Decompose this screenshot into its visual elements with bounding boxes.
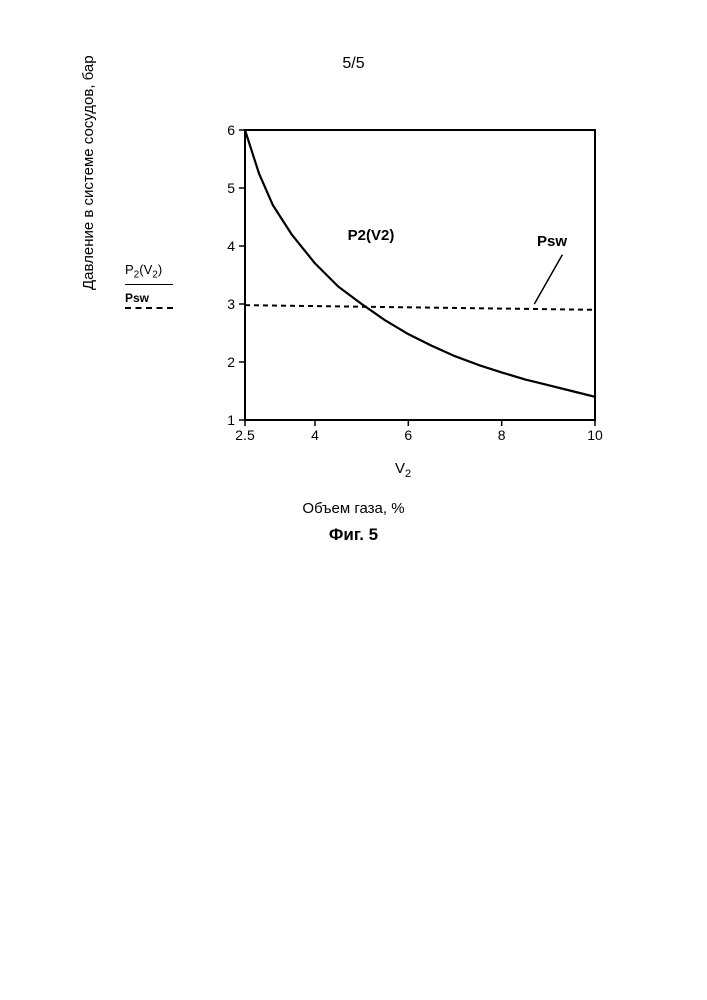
svg-text:2: 2 bbox=[227, 354, 235, 370]
legend-psw: Psw bbox=[125, 291, 173, 305]
svg-text:1: 1 bbox=[227, 412, 235, 428]
x-axis-symbol-v: V bbox=[395, 460, 405, 477]
legend-p2-V: V bbox=[144, 262, 153, 277]
svg-text:6: 6 bbox=[404, 427, 412, 443]
svg-text:3: 3 bbox=[227, 296, 235, 312]
figure-label: Фиг. 5 bbox=[0, 525, 707, 545]
legend-p2v2: P2(V2) bbox=[125, 262, 173, 282]
page-number: 5/5 bbox=[0, 55, 707, 73]
legend: P2(V2) Psw bbox=[125, 262, 173, 309]
svg-text:8: 8 bbox=[498, 427, 506, 443]
svg-text:4: 4 bbox=[227, 238, 235, 254]
svg-text:Psw: Psw bbox=[537, 233, 567, 250]
y-axis-label: Давление в системе сосудов, бар bbox=[80, 55, 97, 290]
legend-p2-P: P bbox=[125, 262, 134, 277]
chart-svg: 1 2 3 4 5 6 2.5 4 6 8 10 P2(V2) Psw bbox=[205, 120, 605, 450]
legend-psw-line-icon bbox=[125, 307, 173, 309]
svg-text:10: 10 bbox=[587, 427, 603, 443]
chart: 1 2 3 4 5 6 2.5 4 6 8 10 P2(V2) Psw bbox=[205, 120, 605, 450]
svg-text:6: 6 bbox=[227, 122, 235, 138]
x-axis-label: Объем газа, % bbox=[0, 500, 707, 517]
svg-text:P2(V2): P2(V2) bbox=[348, 227, 395, 244]
x-axis-symbol-sub: 2 bbox=[405, 468, 411, 480]
svg-text:4: 4 bbox=[311, 427, 319, 443]
x-axis-symbol: V2 bbox=[395, 460, 411, 480]
svg-text:5: 5 bbox=[227, 180, 235, 196]
legend-p2-line-icon bbox=[125, 284, 173, 285]
legend-p2-paren-close: ) bbox=[158, 262, 162, 277]
svg-text:2.5: 2.5 bbox=[235, 427, 255, 443]
